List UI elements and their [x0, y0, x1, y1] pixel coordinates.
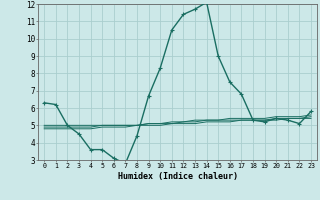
X-axis label: Humidex (Indice chaleur): Humidex (Indice chaleur): [118, 172, 238, 181]
